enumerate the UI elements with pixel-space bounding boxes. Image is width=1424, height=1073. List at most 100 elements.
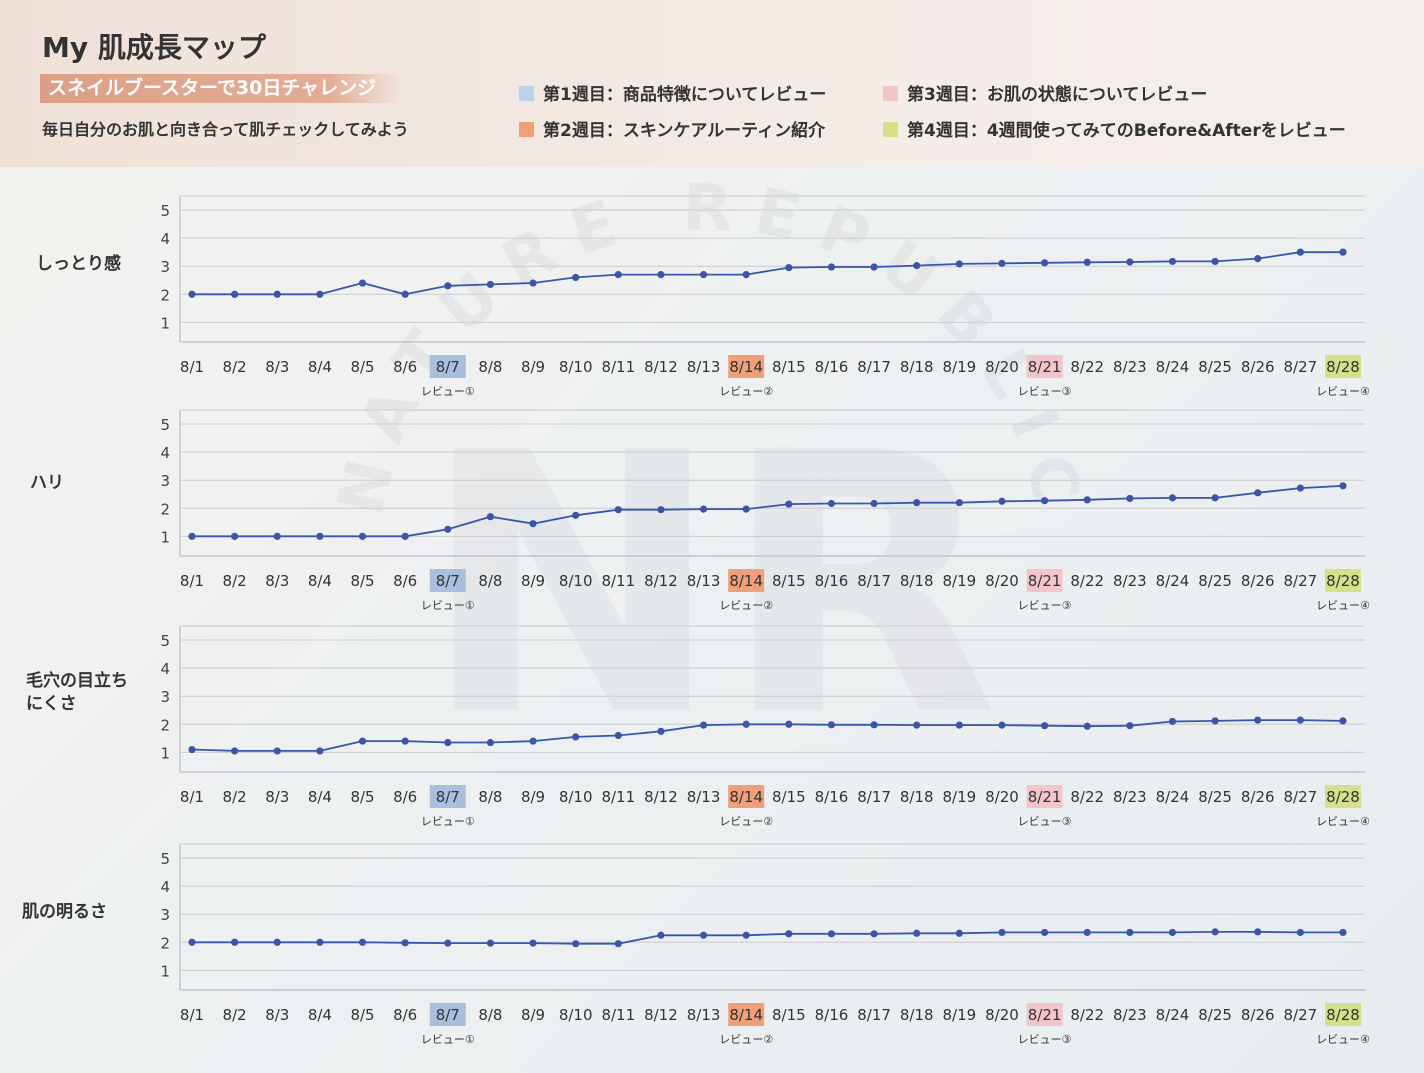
y-tick-label: 2 xyxy=(160,934,170,952)
chart-title-moisture: しっとり感 xyxy=(36,254,121,274)
data-point xyxy=(1126,928,1134,937)
x-tick-label: 8/23 xyxy=(1113,572,1147,590)
x-tick-label: 8/3 xyxy=(265,358,289,376)
review-date-highlight xyxy=(1325,569,1361,592)
x-tick-label: 8/14 xyxy=(729,358,763,376)
data-point xyxy=(785,263,793,272)
data-point xyxy=(316,290,324,298)
y-tick-label: 4 xyxy=(160,878,170,896)
header-band: My 肌成長マップ スネイルブースターで30日チャレンジ 毎日自分のお肌と向き合… xyxy=(0,0,1424,167)
x-tick-label: 8/22 xyxy=(1070,788,1104,806)
review-date-highlight xyxy=(728,1003,765,1026)
data-point xyxy=(529,520,537,528)
series-line xyxy=(191,719,1344,752)
x-tick-label: 8/7 xyxy=(436,1006,460,1024)
x-tick-label: 8/15 xyxy=(772,572,806,590)
y-tick-label: 1 xyxy=(160,744,170,762)
x-tick-label: 8/5 xyxy=(350,1006,374,1024)
review-date-highlight xyxy=(429,355,466,378)
review-label: レビュー③ xyxy=(1018,1033,1072,1046)
data-point xyxy=(358,737,367,745)
y-tick-label: 5 xyxy=(160,202,170,220)
data-point xyxy=(188,745,196,754)
data-point xyxy=(614,271,622,279)
data-point xyxy=(1126,722,1134,730)
x-tick-label: 8/25 xyxy=(1198,1006,1232,1024)
x-tick-label: 8/21 xyxy=(1028,358,1062,376)
x-tick-label: 8/18 xyxy=(900,572,934,590)
legend-swatch-week-4 xyxy=(883,122,898,137)
data-point xyxy=(1083,258,1091,266)
y-tick-label: 4 xyxy=(160,444,170,462)
data-point xyxy=(827,263,836,271)
x-tick-label: 8/21 xyxy=(1028,1006,1062,1024)
data-point xyxy=(444,939,452,947)
x-tick-label: 8/15 xyxy=(772,1006,806,1024)
data-point xyxy=(444,738,452,747)
x-tick-label: 8/24 xyxy=(1156,788,1190,806)
data-point xyxy=(998,497,1006,505)
data-point xyxy=(699,931,708,939)
review-date-highlight xyxy=(1026,785,1063,808)
data-point xyxy=(614,506,622,514)
review-date-highlight xyxy=(1325,785,1361,808)
x-tick-label: 8/8 xyxy=(478,1006,502,1024)
series-line xyxy=(192,484,1344,538)
data-point xyxy=(1211,257,1219,266)
legend-week-4: 第4週目：4週間使ってみてのBefore&Afterをレビュー xyxy=(883,116,1346,141)
data-point xyxy=(742,931,750,939)
x-tick-label: 8/22 xyxy=(1070,358,1104,376)
data-point xyxy=(955,499,963,507)
x-tick-label: 8/28 xyxy=(1326,788,1360,806)
review-label: レビュー② xyxy=(719,815,773,828)
x-tick-label: 8/19 xyxy=(942,1006,976,1024)
chart-moisture: しっとり感 1 2 3 4 5 8/1 8/2 8/3 8/4 8/5 8/6 8/7 レビュー① 8/8… xyxy=(0,190,1424,410)
y-tick-label: 4 xyxy=(160,230,170,248)
data-point xyxy=(1339,248,1347,256)
data-point xyxy=(742,271,750,279)
review-label: レビュー② xyxy=(719,1033,773,1046)
review-date-highlight xyxy=(1026,355,1063,378)
x-tick-label: 8/17 xyxy=(857,358,891,376)
review-label: レビュー① xyxy=(421,1033,475,1046)
data-point xyxy=(572,733,580,741)
x-tick-label: 8/10 xyxy=(559,788,593,806)
x-tick-label: 8/18 xyxy=(900,1006,934,1024)
data-point xyxy=(1254,928,1262,936)
x-tick-label: 8/20 xyxy=(985,788,1019,806)
data-point xyxy=(998,259,1006,267)
data-point xyxy=(486,280,495,289)
x-tick-label: 8/24 xyxy=(1156,572,1190,590)
x-tick-label: 8/16 xyxy=(815,572,849,590)
review-label: レビュー③ xyxy=(1018,385,1072,398)
x-tick-label: 8/1 xyxy=(180,788,204,806)
x-tick-label: 8/5 xyxy=(350,572,374,590)
data-point xyxy=(785,930,793,938)
data-point xyxy=(231,290,239,298)
data-point xyxy=(1296,484,1304,492)
review-label: レビュー③ xyxy=(1018,599,1072,612)
data-point xyxy=(785,500,793,508)
x-tick-label: 8/11 xyxy=(601,788,635,806)
x-tick-label: 8/6 xyxy=(393,572,417,590)
x-tick-label: 8/16 xyxy=(815,358,849,376)
data-point xyxy=(1040,259,1049,267)
y-tick-label: 1 xyxy=(160,314,170,332)
data-point xyxy=(486,513,495,521)
data-point xyxy=(486,939,495,947)
data-point xyxy=(572,273,580,282)
x-tick-label: 8/13 xyxy=(687,1006,721,1024)
data-point xyxy=(401,737,409,745)
x-tick-label: 8/7 xyxy=(436,572,460,590)
review-label: レビュー① xyxy=(421,385,475,398)
y-tick-label: 3 xyxy=(160,258,170,276)
data-point xyxy=(358,279,367,287)
data-point xyxy=(1083,928,1091,937)
x-tick-label: 8/27 xyxy=(1284,788,1318,806)
y-tick-label: 3 xyxy=(160,472,170,490)
x-tick-label: 8/15 xyxy=(772,358,806,376)
data-point xyxy=(529,737,537,745)
